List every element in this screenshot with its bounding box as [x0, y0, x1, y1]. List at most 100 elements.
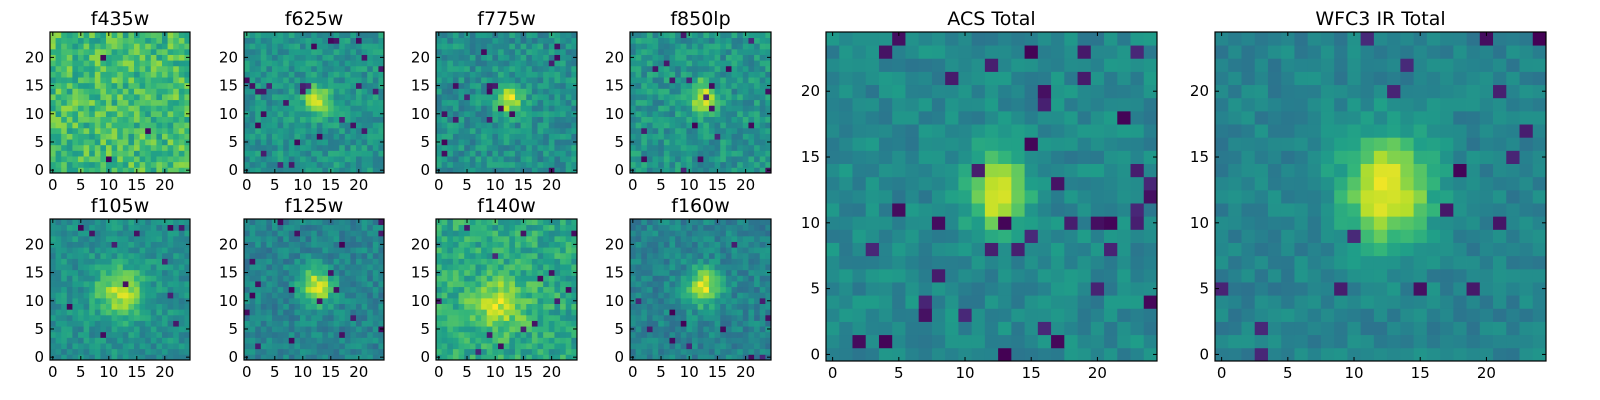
heatmap-cell	[167, 133, 174, 140]
heatmap-cell	[441, 65, 448, 72]
heatmap-cell	[139, 224, 146, 231]
heatmap-cell	[356, 99, 362, 106]
heatmap-cell	[630, 320, 637, 327]
heatmap-cell	[288, 297, 295, 304]
heatmap-cell	[260, 309, 267, 316]
heatmap-cell	[708, 71, 715, 78]
heatmap-cell	[720, 37, 727, 44]
heatmap-cell	[156, 309, 163, 316]
heatmap-cell	[339, 37, 346, 44]
heatmap-cell	[100, 326, 107, 333]
heatmap-cell	[641, 139, 648, 146]
heatmap-cell	[333, 224, 340, 231]
heatmap-cell	[94, 99, 101, 106]
heatmap-cell	[122, 122, 129, 129]
heatmap-cell	[486, 161, 493, 168]
heatmap-cell	[328, 105, 334, 112]
heatmap-cell	[537, 235, 544, 242]
heatmap-cell	[742, 144, 749, 151]
heatmap-cell	[156, 269, 163, 276]
heatmap-cell	[765, 71, 772, 78]
heatmap-cell	[288, 150, 295, 157]
heatmap-cell	[145, 326, 152, 333]
heatmap-cell	[452, 269, 459, 276]
heatmap-cell	[680, 139, 687, 146]
heatmap-cell	[305, 167, 312, 174]
heatmap-cell	[94, 235, 101, 242]
heatmap-cell	[344, 303, 351, 310]
heatmap-cell	[178, 241, 185, 248]
heatmap-cell	[350, 241, 357, 248]
heatmap-cell	[436, 303, 443, 310]
heatmap-cell	[526, 286, 533, 293]
heatmap-cell	[249, 71, 256, 78]
heatmap-cell	[503, 292, 510, 299]
heatmap-cell	[635, 354, 642, 361]
heatmap-cell	[173, 127, 180, 134]
heatmap-cell	[708, 281, 715, 288]
heatmap-cell	[272, 297, 278, 304]
heatmap-cell	[277, 54, 284, 61]
heatmap-cell	[742, 88, 749, 95]
heatmap-cell	[350, 281, 357, 288]
heatmap-cell	[134, 110, 140, 117]
heatmap-cell	[669, 320, 676, 327]
heatmap-cell	[294, 71, 301, 78]
heatmap-cell	[167, 343, 174, 350]
heatmap-cell	[78, 241, 84, 248]
heatmap-cell	[339, 77, 346, 84]
heatmap-cell	[486, 37, 493, 44]
heatmap-cell	[339, 139, 346, 146]
heatmap-cell	[288, 65, 295, 72]
heatmap-cell	[372, 65, 379, 72]
heatmap-cell	[742, 133, 749, 140]
heatmap-cell	[447, 241, 454, 248]
heatmap-cell	[100, 94, 107, 101]
heatmap-cell	[571, 264, 578, 271]
heatmap-cell	[436, 247, 443, 254]
heatmap-cell	[554, 150, 561, 157]
heatmap-cell	[520, 247, 527, 254]
heatmap-cell	[680, 161, 687, 168]
heatmap-cell	[748, 54, 755, 61]
heatmap-cell	[669, 77, 676, 84]
heatmap-cell	[134, 48, 140, 55]
heatmap-cell	[765, 275, 772, 282]
heatmap-cell	[737, 133, 744, 140]
heatmap-cell	[328, 331, 334, 338]
heatmap-cell	[344, 32, 351, 39]
heatmap-cell	[288, 37, 295, 44]
heatmap-cell	[469, 122, 476, 129]
heatmap-cell	[288, 241, 295, 248]
heatmap-cell	[537, 161, 544, 168]
heatmap-cell	[277, 269, 284, 276]
heatmap-cell	[283, 37, 290, 44]
heatmap-cell	[322, 297, 329, 304]
heatmap-cell	[737, 303, 744, 310]
heatmap-cell	[367, 292, 374, 299]
heatmap-cell	[543, 133, 550, 140]
heatmap-cell	[560, 82, 567, 89]
heatmap-cell	[255, 122, 262, 129]
heatmap-cell	[560, 309, 567, 316]
heatmap-cell	[322, 235, 329, 242]
heatmap-cell	[322, 264, 329, 271]
heatmap-cell	[272, 144, 278, 151]
heatmap-cell	[106, 275, 112, 282]
heatmap-cell	[520, 258, 527, 265]
heatmap-cell	[737, 99, 744, 106]
heatmap-cell	[322, 99, 329, 106]
heatmap-cell	[436, 224, 443, 231]
heatmap-cell	[759, 161, 766, 168]
heatmap-cell	[55, 127, 62, 134]
heatmap-cell	[277, 156, 284, 163]
heatmap-cell	[361, 43, 368, 50]
heatmap-cell	[509, 343, 516, 350]
heatmap-cell	[447, 54, 454, 61]
heatmap-cell	[55, 264, 62, 271]
heatmap-cell	[641, 144, 648, 151]
heatmap-cell	[294, 252, 301, 259]
heatmap-cell	[322, 94, 329, 101]
heatmap-cell	[447, 224, 454, 231]
heatmap-cell	[266, 292, 273, 299]
